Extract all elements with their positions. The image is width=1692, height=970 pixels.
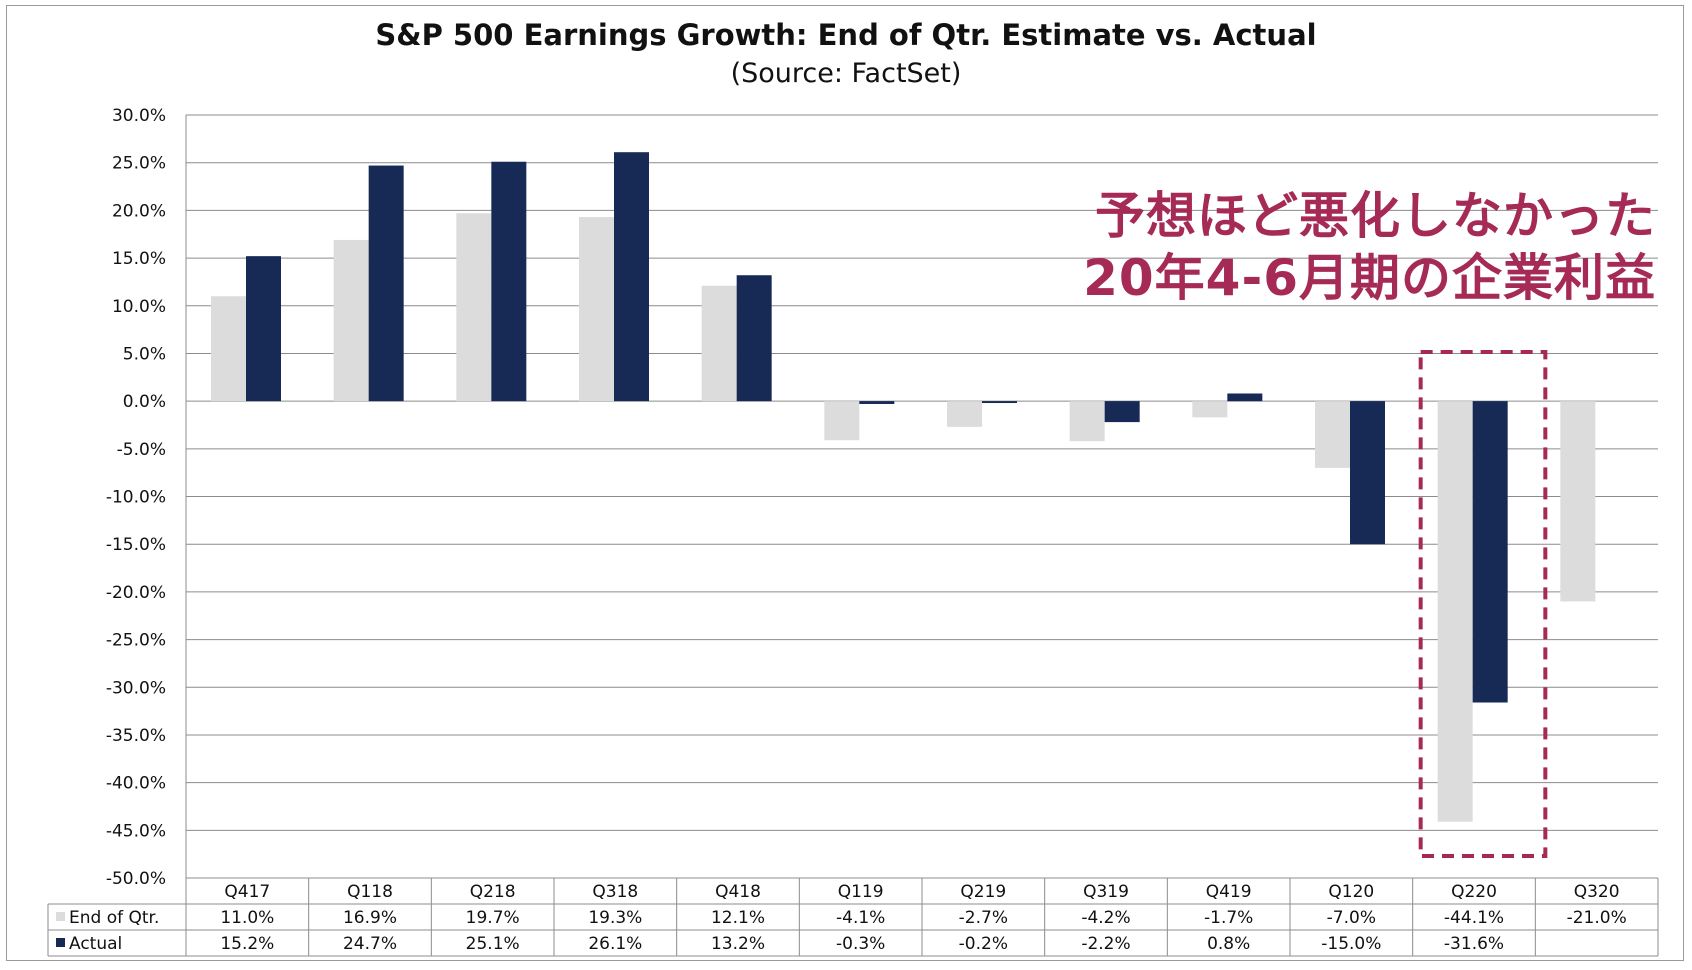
y-tick-label: -15.0% (106, 535, 166, 555)
estimate-bar-q319 (1069, 401, 1105, 442)
data-label: -21.0% (1567, 908, 1627, 928)
data-label: 11.0% (220, 908, 274, 928)
y-tick-label: -50.0% (106, 869, 166, 889)
data-label: -15.0% (1321, 934, 1381, 954)
estimate-bar-q219 (947, 401, 982, 427)
actual-bar-q418 (736, 275, 772, 402)
data-label: 15.2% (220, 934, 274, 954)
estimate-bar-q118 (333, 239, 369, 402)
x-tick-label: Q219 (960, 882, 1006, 902)
data-label: -4.2% (1081, 908, 1130, 928)
data-label: 25.1% (466, 934, 520, 954)
actual-bar-q319 (1104, 401, 1140, 423)
bars (211, 152, 1596, 822)
x-tick-label: Q320 (1574, 882, 1620, 902)
y-tick-label: -35.0% (106, 726, 166, 746)
estimate-bar-q318 (579, 217, 614, 402)
x-tick-label: Q120 (1328, 882, 1374, 902)
data-label: 19.7% (466, 908, 520, 928)
x-tick-label: Q118 (347, 882, 393, 902)
x-tick-label: Q119 (838, 882, 884, 902)
data-label: -7.0% (1327, 908, 1376, 928)
estimate-bar-q419 (1192, 401, 1228, 418)
x-tick-label: Q318 (592, 882, 638, 902)
actual-bar-q318 (614, 152, 649, 402)
y-axis-ticks: 30.0% 25.0% 20.0% 15.0% 10.0% 5.0% 0.0% -5.0% -1… (106, 106, 166, 889)
legend-label: Actual (69, 934, 122, 954)
y-tick-label: 0.0% (123, 392, 166, 412)
annotation-line-2: 20年4-6月期の企業利益 (1083, 249, 1656, 307)
data-table: Q417 Q118 Q218 Q318 Q418 Q119 Q219 Q319 Q419 Q120… (47, 877, 1659, 957)
y-tick-label: -5.0% (117, 440, 166, 460)
x-tick-label: Q218 (470, 882, 516, 902)
data-label: 24.7% (343, 934, 397, 954)
gridlines (185, 114, 1658, 879)
estimate-bar-q220 (1437, 401, 1473, 822)
actual-bar-q220 (1472, 401, 1508, 703)
estimate-bar-q320 (1560, 401, 1596, 602)
y-tick-label: 20.0% (112, 201, 166, 221)
x-tick-label: Q220 (1451, 882, 1497, 902)
x-tick-label: Q417 (224, 882, 270, 902)
data-label: -0.3% (836, 934, 885, 954)
actual-bar-q219 (982, 401, 1017, 404)
data-label: -4.1% (836, 908, 885, 928)
data-label: -31.6% (1444, 934, 1504, 954)
data-label: 16.9% (343, 908, 397, 928)
annotation-text: 予想ほど悪化しなかった 20年4-6月期の企業利益 (1083, 185, 1656, 309)
x-tick-label: Q419 (1206, 882, 1252, 902)
estimate-bar-q120 (1315, 401, 1350, 468)
legend-swatch (56, 938, 65, 947)
actual-bar-q417 (246, 256, 281, 402)
estimate-bar-q417 (211, 296, 246, 402)
actual-bar-q118 (368, 165, 404, 402)
data-label: 0.8% (1207, 934, 1250, 954)
data-label: -2.2% (1081, 934, 1130, 954)
y-tick-label: -45.0% (106, 821, 166, 841)
x-tick-label: Q319 (1083, 882, 1129, 902)
annotation-line-1: 予想ほど悪化しなかった (1095, 187, 1656, 245)
y-tick-label: 5.0% (123, 344, 166, 364)
y-tick-label: 15.0% (112, 249, 166, 269)
estimate-bar-q218 (456, 213, 492, 402)
y-tick-label: -30.0% (106, 678, 166, 698)
highlight-group (1418, 350, 1548, 858)
legend-label: End of Qtr. (69, 908, 159, 928)
data-label: -1.7% (1204, 908, 1253, 928)
legend-swatch (56, 912, 65, 921)
data-label: -2.7% (959, 908, 1008, 928)
y-tick-label: -20.0% (106, 583, 166, 603)
actual-bar-q120 (1350, 401, 1385, 545)
data-label: -0.2% (959, 934, 1008, 954)
y-tick-label: 10.0% (112, 297, 166, 317)
data-label: 12.1% (711, 908, 765, 928)
chart-title: S&P 500 Earnings Growth: End of Qtr. Est… (375, 18, 1317, 52)
chart-frame (6, 5, 1684, 961)
actual-bar-q419 (1227, 393, 1263, 402)
data-label: 26.1% (588, 934, 642, 954)
estimate-bar-q119 (824, 401, 860, 441)
y-tick-label: 25.0% (112, 154, 166, 174)
y-tick-label: -40.0% (106, 774, 166, 794)
x-tick-label: Q418 (715, 882, 761, 902)
y-tick-label: -10.0% (106, 488, 166, 508)
highlight-box (1418, 350, 1548, 858)
actual-bar-q218 (491, 161, 527, 402)
y-tick-label: 30.0% (112, 106, 166, 126)
data-label: -44.1% (1444, 908, 1504, 928)
data-label: 13.2% (711, 934, 765, 954)
y-tick-label: -25.0% (106, 631, 166, 651)
actual-bar-q119 (859, 401, 895, 404)
estimate-bar-q418 (701, 285, 737, 402)
data-label: 19.3% (588, 908, 642, 928)
chart-subtitle: (Source: FactSet) (730, 58, 962, 89)
